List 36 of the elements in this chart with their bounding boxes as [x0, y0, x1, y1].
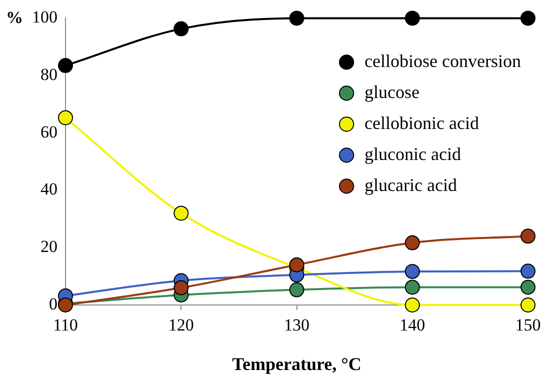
x-tick-label: 110 [53, 316, 78, 335]
point [520, 280, 536, 295]
legend-label: cellobiose conversion [364, 50, 522, 71]
point [404, 298, 420, 312]
point [174, 206, 189, 221]
x-tick-label: 120 [168, 316, 194, 335]
point [520, 10, 536, 26]
point [289, 257, 304, 272]
y-tick-label: 60 [40, 122, 58, 142]
legend-label: gluconic acid [364, 144, 462, 164]
x-axis-title: Temperature, °C [232, 354, 362, 374]
x-tick-label: 130 [284, 316, 310, 335]
point [58, 58, 73, 74]
point [289, 282, 304, 298]
legend-label: cellobionic acid [364, 112, 479, 133]
point [174, 280, 189, 296]
point [404, 280, 420, 295]
y-axis-title: % [6, 8, 23, 28]
y-tick-label: 20 [40, 237, 58, 256]
y-tick-label: 100 [32, 8, 58, 27]
point [404, 10, 420, 26]
y-tick-label: 80 [40, 65, 58, 84]
point [404, 235, 420, 250]
x-tick-label: 150 [515, 316, 541, 335]
x-tick-label: 140 [400, 316, 426, 335]
point [520, 298, 536, 312]
legend-label: glucose [364, 82, 420, 102]
point [174, 21, 189, 36]
legend-label: glucaric acid [364, 174, 457, 195]
point [520, 264, 536, 279]
point [289, 10, 304, 26]
y-tick-label: 0 [49, 294, 58, 314]
y-tick-label: 40 [40, 180, 58, 199]
point [404, 264, 420, 279]
point [58, 110, 73, 126]
point [520, 228, 536, 244]
